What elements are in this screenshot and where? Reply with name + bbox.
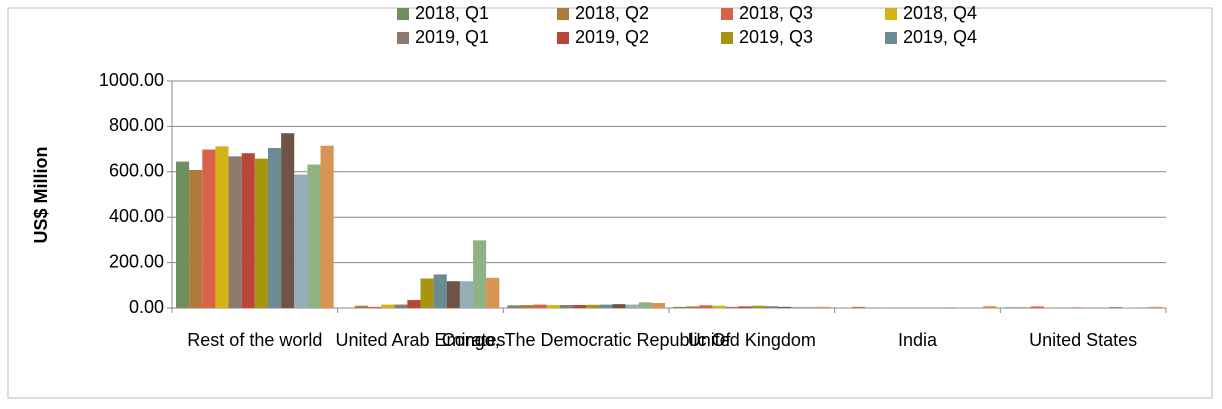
bar bbox=[241, 153, 255, 308]
bar bbox=[738, 306, 752, 308]
bar bbox=[520, 305, 534, 308]
bar bbox=[294, 174, 308, 308]
legend-label: 2019, Q1 bbox=[415, 27, 489, 47]
bar bbox=[638, 302, 652, 308]
bar bbox=[507, 305, 521, 308]
bar bbox=[394, 304, 408, 308]
bar bbox=[307, 164, 321, 308]
y-tick-label: 800.00 bbox=[109, 115, 164, 135]
bar bbox=[699, 305, 713, 308]
legend-swatch bbox=[721, 32, 733, 44]
legend-swatch bbox=[557, 8, 569, 20]
bar bbox=[1135, 307, 1149, 308]
x-tick-label: Congo, The Democratic Republic Of bbox=[442, 330, 732, 350]
bar bbox=[1030, 306, 1044, 308]
bar bbox=[433, 274, 447, 308]
bar bbox=[1109, 307, 1123, 308]
bar bbox=[725, 306, 739, 308]
y-tick-label: 200.00 bbox=[109, 251, 164, 271]
legend-label: 2019, Q4 bbox=[903, 27, 977, 47]
bar bbox=[459, 281, 474, 308]
bar bbox=[407, 300, 421, 308]
bar bbox=[651, 303, 665, 308]
y-tick-label: 600.00 bbox=[109, 161, 164, 181]
bar bbox=[546, 305, 560, 308]
bar bbox=[473, 240, 487, 308]
y-tick-label: 1000.00 bbox=[99, 70, 164, 90]
bar bbox=[851, 306, 865, 308]
legend-label: 2019, Q2 bbox=[575, 27, 649, 47]
legend-label: 2018, Q3 bbox=[739, 3, 813, 23]
bar bbox=[320, 145, 334, 308]
bar bbox=[281, 133, 295, 308]
bar bbox=[446, 281, 460, 308]
bar bbox=[176, 161, 190, 308]
bar bbox=[354, 305, 368, 308]
bar bbox=[267, 147, 282, 308]
bar bbox=[1043, 307, 1057, 308]
bar bbox=[751, 305, 765, 308]
bar bbox=[533, 304, 547, 308]
bar bbox=[791, 306, 805, 308]
bar bbox=[381, 304, 395, 308]
legend-swatch bbox=[397, 32, 409, 44]
bar bbox=[559, 305, 574, 308]
bar bbox=[712, 305, 726, 308]
legend-swatch bbox=[885, 8, 897, 20]
bar bbox=[420, 278, 434, 308]
bar bbox=[367, 306, 382, 308]
bar bbox=[817, 306, 831, 308]
legend-swatch bbox=[397, 8, 409, 20]
bar bbox=[228, 156, 242, 308]
legend-swatch bbox=[557, 32, 569, 44]
x-tick-label: United Kingdom bbox=[688, 330, 816, 350]
bar bbox=[764, 306, 779, 308]
bar bbox=[215, 146, 229, 308]
x-tick-label: United Arab Emirates bbox=[335, 330, 505, 350]
bar bbox=[254, 158, 268, 308]
y-tick-label: 400.00 bbox=[109, 206, 164, 226]
x-tick-label: United States bbox=[1029, 330, 1137, 350]
legend-label: 2018, Q4 bbox=[903, 3, 977, 23]
y-tick-label: 0.00 bbox=[129, 297, 164, 317]
x-tick-label: India bbox=[898, 330, 938, 350]
bar bbox=[586, 304, 600, 308]
bar bbox=[612, 304, 626, 308]
x-tick-label: Rest of the world bbox=[187, 330, 322, 350]
bar bbox=[1017, 307, 1031, 308]
legend-label: 2018, Q2 bbox=[575, 3, 649, 23]
bar bbox=[625, 304, 639, 308]
bar bbox=[573, 305, 587, 308]
y-axis-label: US$ Million bbox=[31, 146, 51, 243]
legend-label: 2019, Q3 bbox=[739, 27, 813, 47]
bar bbox=[189, 169, 203, 308]
bar bbox=[599, 304, 613, 308]
bar bbox=[1004, 307, 1018, 308]
legend-swatch bbox=[885, 32, 897, 44]
bar bbox=[804, 306, 818, 308]
bar bbox=[778, 306, 792, 308]
legend-swatch bbox=[721, 8, 733, 20]
bar bbox=[202, 149, 216, 308]
bar bbox=[673, 306, 687, 308]
bar bbox=[686, 306, 700, 308]
bar bbox=[983, 306, 997, 308]
bar bbox=[486, 277, 500, 308]
bar bbox=[1148, 306, 1162, 308]
legend-label: 2018, Q1 bbox=[415, 3, 489, 23]
